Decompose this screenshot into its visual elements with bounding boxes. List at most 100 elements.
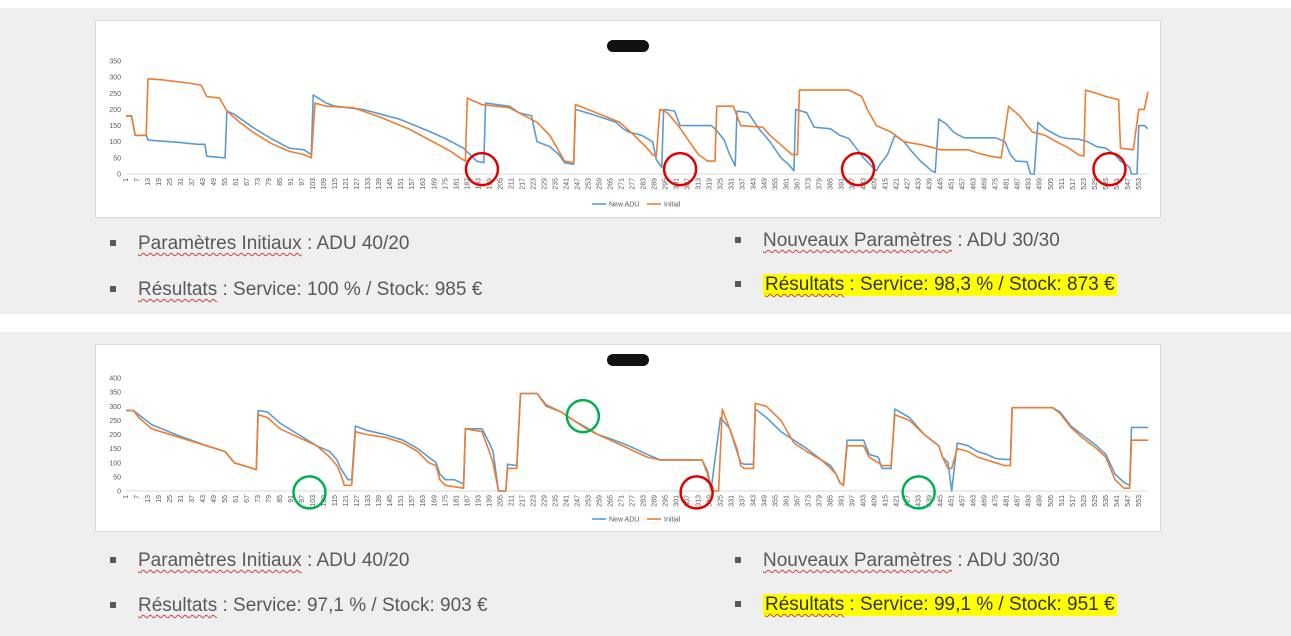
panel-1: 0 50 100 150 200 250 300 350 1 7 13 19 25 31 37 43 49 55 6… [0,8,1291,314]
x-tick-label: 547 [1125,495,1132,507]
x-tick-label: 217 [519,495,526,507]
x-tick-label: 19 [156,178,163,186]
bullet-square [735,281,741,287]
y-tick-label: 150 [109,446,121,453]
x-tick-label: 415 [883,178,890,190]
bullet-label: Résultats [765,594,845,615]
x-tick-label: 529 [1092,495,1099,507]
x-tick-label: 109 [321,178,328,190]
x-tick-label: 13 [145,178,152,186]
x-tick-label: 487 [1015,495,1022,507]
x-tick-label: 169 [431,495,438,507]
y-tick-label: 200 [109,432,121,439]
x-tick-label: 331 [728,495,735,507]
x-tick-label: 133 [365,495,372,507]
x-tick-label: 61 [233,495,240,503]
x-tick-label: 541 [1114,495,1121,507]
y-tick-label: 50 [113,474,121,481]
x-tick-label: 415 [883,495,890,507]
bullet-value: : ADU 40/20 [301,550,410,571]
x-tick-label: 385 [828,178,835,190]
x-tick-label: 457 [960,178,967,190]
x-tick-label: 103 [310,178,317,190]
x-tick-label: 187 [464,178,471,190]
x-tick-label: 397 [850,495,857,507]
x-tick-label: 121 [343,495,350,507]
series-line-new-adu [126,94,1149,175]
x-tick-label: 211 [508,178,515,189]
bullet-square [735,601,741,607]
redacted-title [607,354,649,366]
x-tick-label: 55 [222,495,229,503]
x-tick-label: 349 [762,178,769,190]
x-tick-label: 223 [530,495,537,507]
x-tick-label: 433 [916,495,923,507]
x-tick-label: 427 [905,495,912,507]
x-tick-label: 259 [596,178,603,190]
x-tick-label: 313 [695,495,702,507]
x-tick-label: 469 [982,495,989,507]
x-tick-label: 235 [552,178,559,190]
x-tick-label: 469 [982,178,989,190]
x-tick-label: 289 [651,495,658,507]
x-tick-label: 439 [927,495,934,507]
x-tick-label: 499 [1037,178,1044,190]
x-tick-label: 439 [927,178,934,190]
x-tick-label: 235 [552,495,559,507]
x-tick-label: 1 [123,495,130,499]
series-line-initial [126,78,1149,164]
x-tick-label: 427 [905,178,912,190]
x-tick-label: 247 [574,495,581,507]
green-circle-annotation [901,475,936,510]
x-tick-label: 325 [717,178,724,190]
x-tick-label: 151 [398,495,405,507]
bullet-square [735,557,741,563]
x-tick-label: 475 [993,178,1000,190]
x-tick-label: 385 [828,495,835,507]
x-tick-label: 367 [795,495,802,507]
x-tick-label: 517 [1070,495,1077,507]
x-tick-label: 49 [211,178,218,186]
x-tick-label: 217 [519,178,526,190]
x-tick-label: 157 [409,178,416,190]
x-tick-label: 379 [817,495,824,507]
x-tick-label: 421 [894,178,901,190]
x-tick-label: 355 [773,495,780,507]
x-tick-label: 43 [200,178,207,186]
x-tick-label: 511 [1059,178,1066,189]
bullet-label: Résultats [765,274,845,295]
bullet-label: Paramètres Initiaux [138,233,302,254]
x-tick-label: 169 [431,178,438,190]
x-tick-label: 547 [1125,178,1132,190]
green-circle-annotation [292,475,327,510]
y-tick-label: 300 [109,404,121,411]
x-tick-label: 343 [751,495,758,507]
y-tick-label: 400 [109,376,121,383]
x-tick-label: 7 [134,178,141,182]
x-tick-label: 223 [530,178,537,190]
x-tick-label: 271 [618,178,625,190]
x-tick-label: 271 [618,495,625,507]
x-tick-label: 157 [409,495,416,507]
x-tick-label: 265 [607,495,614,507]
x-tick-label: 361 [784,178,791,190]
x-tick-label: 37 [189,178,196,186]
bullet-label: Résultats [138,279,218,300]
red-circle-annotation [662,151,698,187]
x-tick-label: 379 [817,178,824,190]
x-tick-label: 451 [949,495,956,507]
x-tick-label: 511 [1059,495,1066,506]
y-tick-label: 350 [109,59,121,66]
y-tick-label: 250 [109,418,121,425]
x-tick-label: 25 [167,495,174,503]
x-tick-label: 13 [145,495,152,503]
x-tick-label: 55 [222,178,229,186]
x-tick-label: 163 [420,495,427,507]
x-tick-label: 373 [806,495,813,507]
x-tick-label: 445 [938,495,945,507]
x-tick-label: 115 [332,495,339,506]
x-tick-label: 295 [662,178,669,190]
x-tick-label: 139 [376,178,383,190]
y-tick-label: 350 [109,390,121,397]
chart-2: 0 50 100 150 200 250 300 350 400 1 7 13 19 25 31 37 43 49… [95,344,1161,532]
